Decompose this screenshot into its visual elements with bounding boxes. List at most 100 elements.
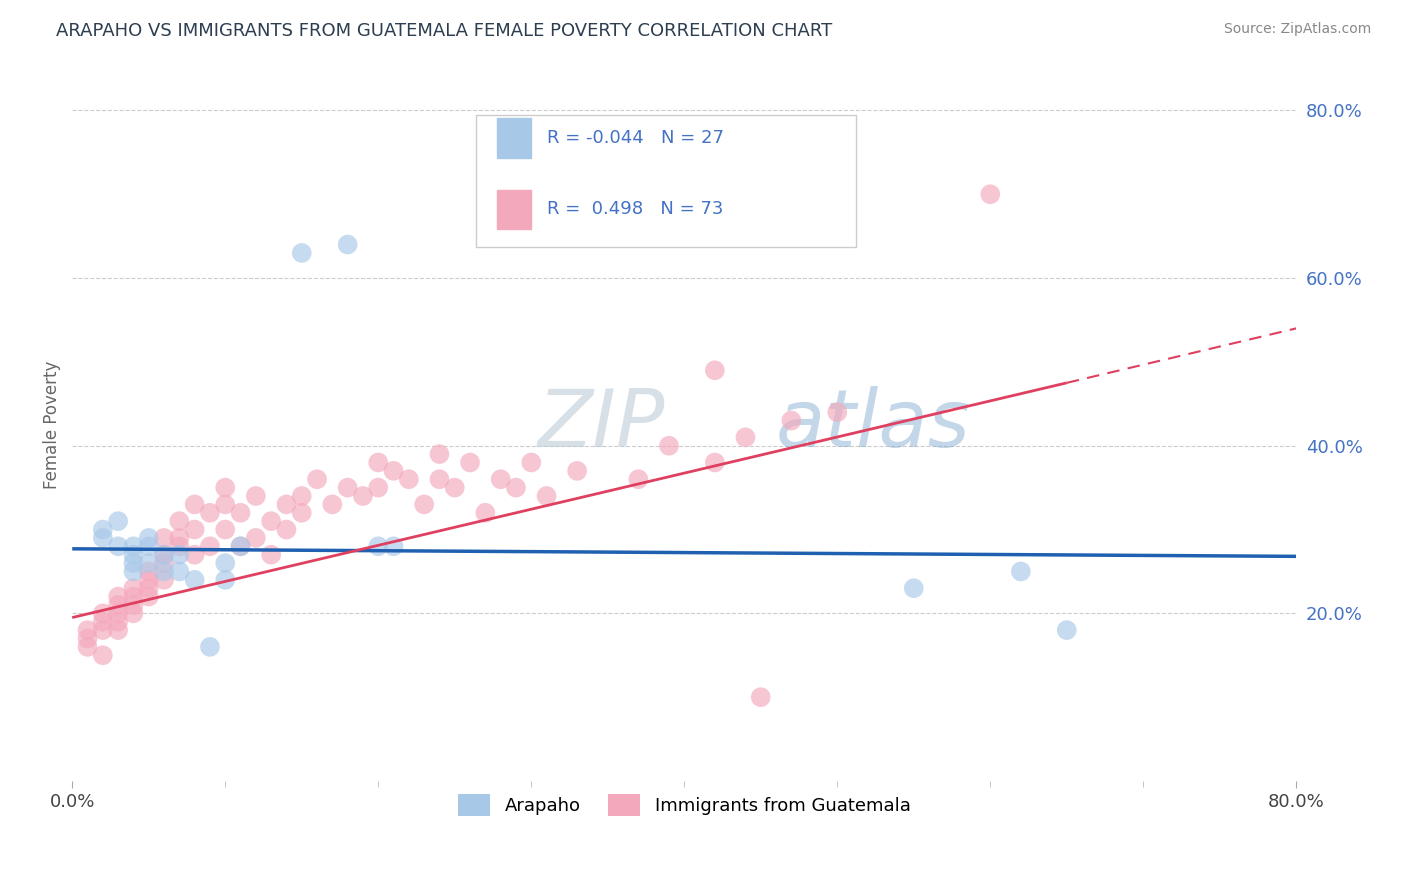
Legend: Arapaho, Immigrants from Guatemala: Arapaho, Immigrants from Guatemala bbox=[449, 785, 920, 825]
Point bbox=[91, 615, 114, 629]
Point bbox=[198, 640, 221, 654]
Point bbox=[138, 565, 160, 579]
Point bbox=[138, 539, 160, 553]
Point bbox=[734, 430, 756, 444]
Point bbox=[520, 455, 543, 469]
Point bbox=[214, 481, 236, 495]
Point bbox=[336, 237, 359, 252]
Point bbox=[276, 497, 298, 511]
Point bbox=[138, 581, 160, 595]
Point bbox=[780, 413, 803, 427]
Point bbox=[76, 623, 98, 637]
Text: ARAPAHO VS IMMIGRANTS FROM GUATEMALA FEMALE POVERTY CORRELATION CHART: ARAPAHO VS IMMIGRANTS FROM GUATEMALA FEM… bbox=[56, 22, 832, 40]
Point bbox=[413, 497, 436, 511]
Point bbox=[749, 690, 772, 705]
Point bbox=[245, 489, 267, 503]
Point bbox=[979, 187, 1001, 202]
Point bbox=[703, 363, 725, 377]
Bar bbox=[496, 119, 531, 158]
Point bbox=[76, 640, 98, 654]
Text: Source: ZipAtlas.com: Source: ZipAtlas.com bbox=[1223, 22, 1371, 37]
Point bbox=[122, 556, 145, 570]
Point bbox=[703, 455, 725, 469]
Point bbox=[91, 648, 114, 663]
Point bbox=[658, 439, 681, 453]
Point bbox=[122, 539, 145, 553]
Point bbox=[214, 497, 236, 511]
Text: R =  0.498   N = 73: R = 0.498 N = 73 bbox=[547, 200, 724, 219]
Point bbox=[198, 506, 221, 520]
Point bbox=[91, 531, 114, 545]
Point bbox=[153, 565, 176, 579]
Point bbox=[1010, 565, 1032, 579]
Point bbox=[903, 581, 925, 595]
Point bbox=[291, 489, 314, 503]
Text: R = -0.044   N = 27: R = -0.044 N = 27 bbox=[547, 129, 724, 147]
Point bbox=[107, 623, 129, 637]
Point bbox=[138, 590, 160, 604]
Point bbox=[169, 548, 191, 562]
Point bbox=[91, 623, 114, 637]
Point bbox=[291, 246, 314, 260]
Point bbox=[122, 548, 145, 562]
Point bbox=[107, 590, 129, 604]
Point bbox=[429, 472, 451, 486]
Point bbox=[153, 573, 176, 587]
Point bbox=[107, 615, 129, 629]
Y-axis label: Female Poverty: Female Poverty bbox=[44, 360, 60, 489]
Point bbox=[122, 590, 145, 604]
Point bbox=[153, 548, 176, 562]
Point bbox=[429, 447, 451, 461]
Point bbox=[489, 472, 512, 486]
Point bbox=[198, 539, 221, 553]
Point bbox=[367, 455, 389, 469]
Point bbox=[825, 405, 848, 419]
Point bbox=[398, 472, 420, 486]
Point bbox=[245, 531, 267, 545]
Point bbox=[565, 464, 588, 478]
Point bbox=[122, 607, 145, 621]
Point bbox=[321, 497, 343, 511]
Point bbox=[183, 548, 205, 562]
Text: ZIP: ZIP bbox=[537, 385, 665, 464]
Point bbox=[138, 556, 160, 570]
Point bbox=[91, 523, 114, 537]
Point bbox=[229, 539, 252, 553]
Text: atlas: atlas bbox=[776, 385, 970, 464]
Point bbox=[122, 565, 145, 579]
Point bbox=[153, 531, 176, 545]
Point bbox=[382, 539, 405, 553]
Point bbox=[183, 573, 205, 587]
Point bbox=[183, 523, 205, 537]
Point bbox=[352, 489, 374, 503]
Point bbox=[122, 598, 145, 612]
Point bbox=[229, 506, 252, 520]
FancyBboxPatch shape bbox=[477, 115, 856, 247]
Point bbox=[107, 539, 129, 553]
Point bbox=[153, 556, 176, 570]
Point bbox=[169, 514, 191, 528]
Point bbox=[183, 497, 205, 511]
Bar bbox=[496, 190, 531, 229]
Point bbox=[138, 573, 160, 587]
Point bbox=[305, 472, 328, 486]
Point bbox=[367, 481, 389, 495]
Point bbox=[474, 506, 496, 520]
Point bbox=[91, 607, 114, 621]
Point bbox=[367, 539, 389, 553]
Point bbox=[153, 548, 176, 562]
Point bbox=[107, 607, 129, 621]
Point bbox=[214, 523, 236, 537]
Point bbox=[291, 506, 314, 520]
Point bbox=[107, 514, 129, 528]
Point bbox=[627, 472, 650, 486]
Point bbox=[214, 573, 236, 587]
Point bbox=[122, 581, 145, 595]
Point bbox=[443, 481, 465, 495]
Point bbox=[382, 464, 405, 478]
Point bbox=[169, 531, 191, 545]
Point bbox=[458, 455, 481, 469]
Point bbox=[1056, 623, 1078, 637]
Point bbox=[138, 531, 160, 545]
Point bbox=[169, 539, 191, 553]
